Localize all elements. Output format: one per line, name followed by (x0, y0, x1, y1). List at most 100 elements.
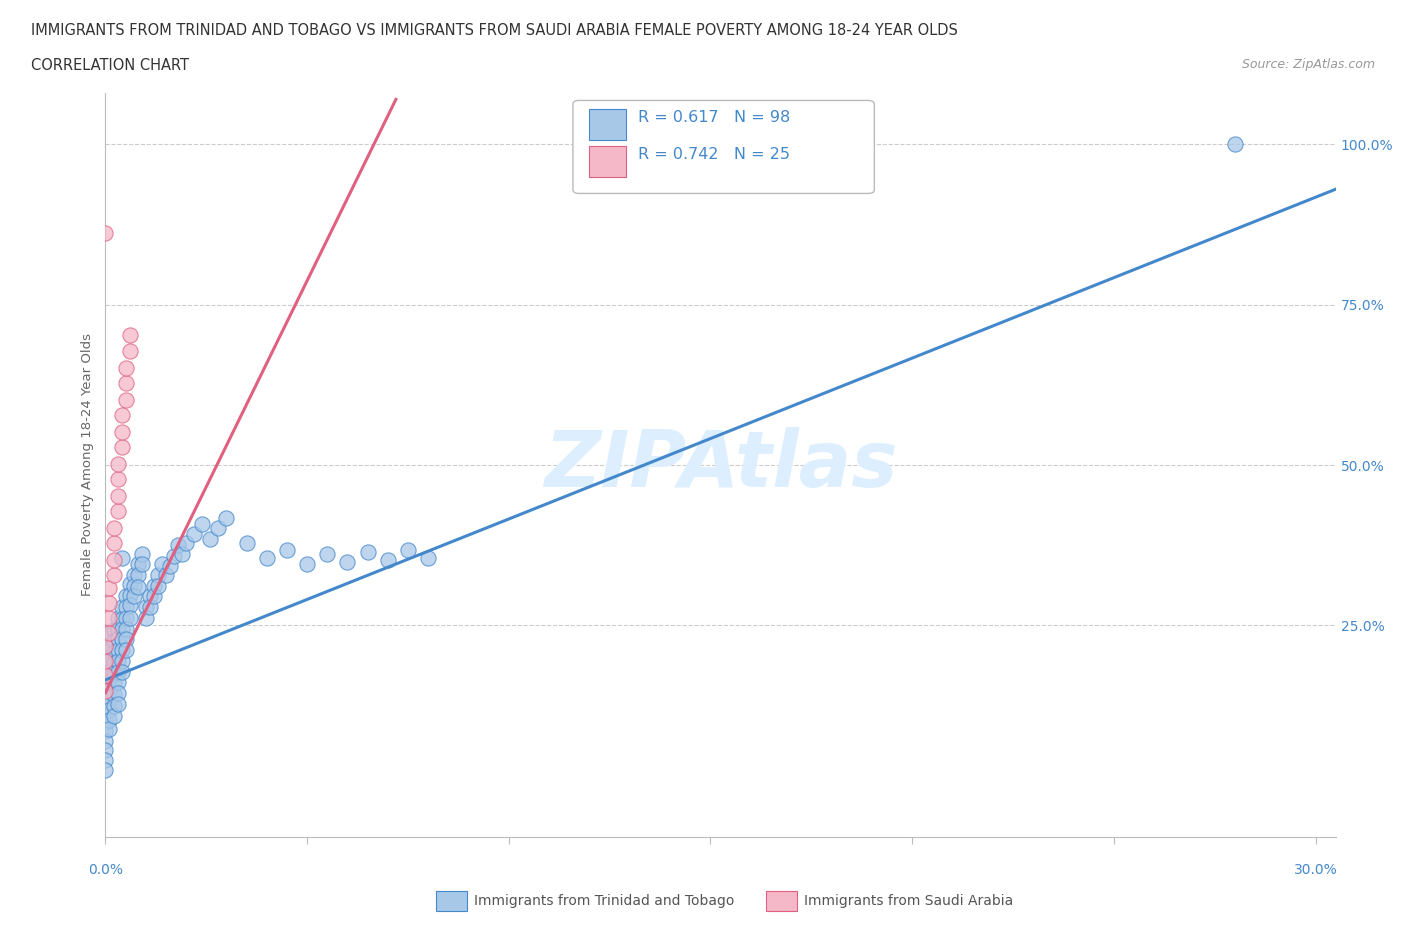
Point (118, 587, 141, 602)
Point (114, 632, 136, 647)
Point (215, 511, 238, 525)
Point (163, 549, 186, 564)
Point (103, 644, 125, 659)
Point (167, 538, 190, 552)
Point (122, 578, 145, 593)
Point (377, 552, 399, 567)
Point (316, 546, 339, 561)
Point (103, 698, 125, 713)
Point (98, 694, 121, 709)
Point (114, 376, 136, 391)
Point (103, 536, 125, 551)
Point (118, 328, 141, 343)
Point (107, 653, 129, 668)
Point (94, 743, 117, 758)
Point (107, 457, 129, 472)
Point (103, 709, 125, 724)
Point (135, 600, 157, 615)
Point (94, 657, 117, 671)
Point (118, 343, 141, 358)
Point (107, 504, 129, 519)
Point (103, 655, 125, 670)
Point (103, 634, 125, 649)
Point (98, 684, 121, 698)
Point (110, 407, 132, 422)
Point (118, 610, 141, 625)
Point (94, 724, 117, 738)
Point (98, 610, 121, 625)
Point (107, 664, 129, 679)
Point (107, 674, 129, 689)
Point (103, 687, 125, 702)
Point (122, 589, 145, 604)
Point (131, 557, 153, 572)
Point (174, 536, 197, 551)
Point (114, 610, 136, 625)
Point (94, 638, 117, 653)
FancyBboxPatch shape (589, 146, 626, 177)
Point (114, 392, 136, 407)
Point (110, 664, 132, 679)
Point (418, 551, 440, 565)
Text: Immigrants from Trinidad and Tobago: Immigrants from Trinidad and Tobago (474, 894, 734, 909)
Point (207, 521, 229, 536)
Point (127, 579, 149, 594)
Text: CORRELATION CHART: CORRELATION CHART (31, 58, 188, 73)
Text: IMMIGRANTS FROM TRINIDAD AND TOBAGO VS IMMIGRANTS FROM SAUDI ARABIA FEMALE POVER: IMMIGRANTS FROM TRINIDAD AND TOBAGO VS I… (31, 23, 957, 38)
Point (107, 488, 129, 503)
Text: 0.0%: 0.0% (89, 863, 122, 877)
Point (110, 632, 132, 647)
Point (107, 685, 129, 700)
Point (107, 621, 129, 636)
Point (110, 551, 132, 565)
Point (103, 666, 125, 681)
FancyBboxPatch shape (574, 100, 875, 193)
Point (107, 697, 129, 711)
Point (118, 577, 141, 591)
Point (98, 628, 121, 643)
Point (103, 623, 125, 638)
Point (98, 595, 121, 610)
Text: R = 0.742   N = 25: R = 0.742 N = 25 (638, 147, 790, 163)
Point (94, 666, 117, 681)
Point (98, 722, 121, 737)
Point (94, 637, 117, 652)
Point (127, 557, 149, 572)
Point (107, 643, 129, 658)
Point (396, 542, 419, 557)
Point (1223, 137, 1246, 152)
Text: Immigrants from Saudi Arabia: Immigrants from Saudi Arabia (804, 894, 1014, 909)
Point (200, 531, 222, 546)
Point (159, 559, 181, 574)
Point (107, 472, 129, 486)
Point (139, 600, 162, 615)
Point (235, 536, 257, 551)
Point (183, 526, 205, 541)
Point (94, 763, 117, 777)
Text: R = 0.617   N = 98: R = 0.617 N = 98 (638, 110, 790, 126)
Point (146, 578, 169, 593)
Point (356, 544, 378, 559)
Point (336, 555, 359, 570)
Point (94, 653, 117, 668)
Point (114, 360, 136, 375)
Point (110, 612, 132, 627)
Point (103, 677, 125, 692)
Point (295, 557, 318, 572)
Point (103, 552, 125, 567)
Point (94, 714, 117, 729)
Point (98, 702, 121, 717)
Point (110, 600, 132, 615)
Point (94, 685, 117, 700)
Point (98, 626, 121, 641)
Point (114, 643, 136, 658)
FancyBboxPatch shape (589, 109, 626, 140)
Point (127, 568, 149, 583)
Point (139, 589, 162, 604)
Point (98, 712, 121, 727)
Point (110, 653, 132, 668)
Point (103, 521, 125, 536)
Point (114, 589, 136, 604)
Y-axis label: Female Poverty Among 18-24 Year Olds: Female Poverty Among 18-24 Year Olds (82, 334, 94, 596)
Point (94, 668, 117, 683)
